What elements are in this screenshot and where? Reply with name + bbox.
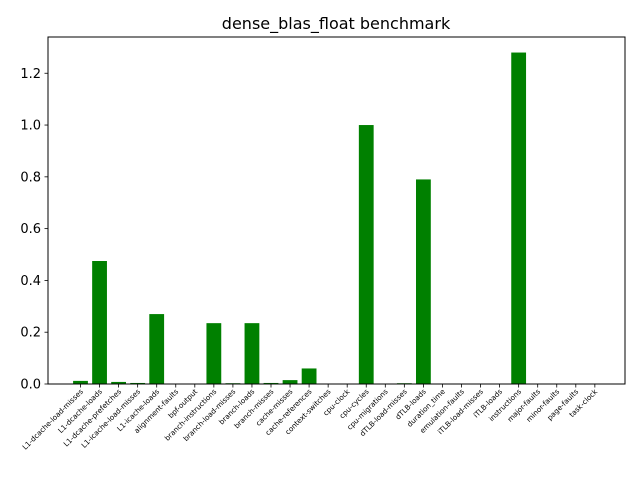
y-tick-label: 0.4 — [20, 274, 41, 289]
bar-L1-dcache-loads — [92, 261, 107, 384]
bar-cpu-cycles — [358, 125, 374, 384]
bar-L1-dcache-load-misses — [73, 380, 88, 384]
y-tick-label: 0.6 — [20, 222, 41, 237]
bar-L1-icache-load-misses — [130, 382, 146, 384]
bar-L1-icache-loads — [149, 314, 165, 384]
y-tick-label: 0.8 — [20, 170, 41, 185]
y-tick-label: 0.2 — [20, 326, 41, 341]
bar-cache-misses — [282, 380, 298, 384]
y-tick-label: 1.2 — [20, 67, 41, 82]
bar-L1-dcache-prefetches — [111, 381, 126, 384]
bar-cache-references — [301, 368, 317, 384]
bar-branch-instructions — [206, 323, 222, 384]
y-tick-label: 1.0 — [20, 119, 41, 134]
plot-frame — [47, 36, 626, 385]
y-axis: 0.0 0.2 0.4 0.6 0.8 1.0 1.2 — [20, 67, 48, 393]
bar-dTLB-loads — [416, 179, 431, 384]
y-tick-label: 0.0 — [20, 378, 41, 393]
bars-group — [73, 52, 527, 384]
bar-branch-loads — [244, 323, 260, 384]
bar-instructions — [511, 52, 527, 384]
chart-title: dense_blas_float benchmark — [222, 14, 451, 34]
bar-branch-misses — [263, 382, 279, 384]
x-axis: L1-dcache-load-missesL1-dcache-loadsL1-d… — [20, 384, 600, 452]
